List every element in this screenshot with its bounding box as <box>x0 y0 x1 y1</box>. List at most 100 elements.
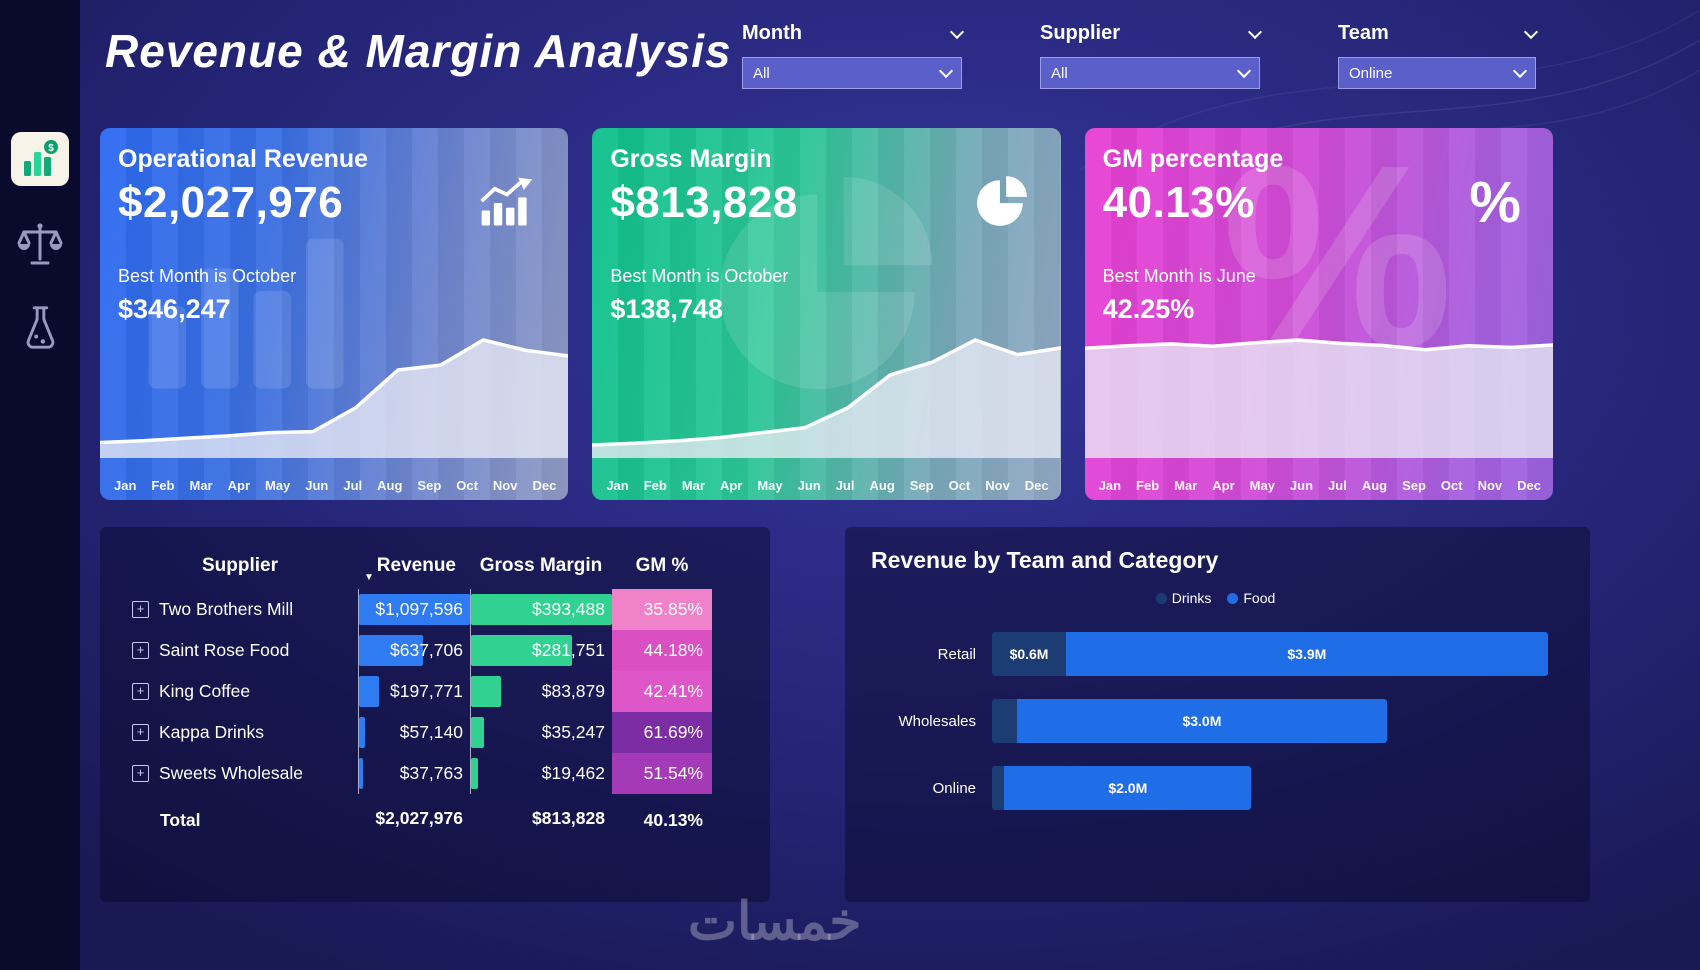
table-row[interactable]: + Saint Rose Food $637,706 $281,751 44.18% <box>122 630 746 671</box>
revenue-value: $37,763 <box>399 763 463 783</box>
month-dropdown[interactable]: All <box>742 57 962 89</box>
table-row[interactable]: + Sweets Wholesale $37,763 $19,462 51.54% <box>122 753 746 794</box>
chevron-down-icon <box>938 63 954 79</box>
supplier-dropdown[interactable]: All <box>1040 57 1260 89</box>
bar-segment-food[interactable]: $3.0M <box>1016 699 1388 743</box>
percent-icon: % <box>1469 170 1521 235</box>
supplier-cell: + Two Brothers Mill <box>122 599 358 620</box>
legend-item-food[interactable]: Food <box>1227 590 1275 606</box>
supplier-cell: + Saint Rose Food <box>122 640 358 661</box>
gm-percent-chip: 35.85% <box>612 589 712 630</box>
legend-dot <box>1155 592 1167 604</box>
card-title: Operational Revenue <box>118 145 369 173</box>
supplier-name: Saint Rose Food <box>159 640 290 660</box>
legend-label: Drinks <box>1171 590 1212 606</box>
expand-icon[interactable]: + <box>132 601 149 618</box>
month-label: Oct <box>1440 478 1463 493</box>
month-label: Apr <box>227 478 250 493</box>
team-bar-row: Online $2.0M <box>871 766 1560 810</box>
header-revenue[interactable]: Revenue ▼ <box>364 555 456 583</box>
bar-segment-drinks[interactable] <box>992 766 1005 810</box>
team-dropdown[interactable]: Online <box>1338 57 1536 89</box>
month-label: Mar <box>189 478 213 493</box>
dropdown-value: Online <box>1349 64 1393 82</box>
header-supplier[interactable]: Supplier <box>201 555 278 576</box>
supplier-name: King Coffee <box>159 681 251 701</box>
bar-segment-food[interactable]: $2.0M <box>1004 766 1252 810</box>
filter-supplier: Supplier All <box>1040 22 1263 89</box>
total-gm-pct: 40.13% <box>643 809 703 830</box>
team-bar-row: Wholesales $3.0M <box>871 699 1560 743</box>
table-row[interactable]: + Kappa Drinks $57,140 $35,247 61.69% <box>122 712 746 753</box>
month-label: Feb <box>643 478 667 493</box>
gross-margin-value: $35,247 <box>541 722 605 742</box>
revenue-data-bar <box>359 676 379 707</box>
supplier-name: Kappa Drinks <box>159 722 265 742</box>
month-axis: Jan Feb Mar Apr May Jun Jul Aug Sep Oct Nov Dec <box>114 478 556 493</box>
scales-icon <box>17 223 63 265</box>
month-label: Aug <box>377 478 403 493</box>
best-month-label: Best Month is June <box>1102 266 1256 286</box>
revenue-cell: $1,097,596 <box>358 589 470 630</box>
gross-margin-value: $281,751 <box>532 640 605 660</box>
expand-icon[interactable]: + <box>132 765 149 782</box>
supplier-cell: + King Coffee <box>122 681 358 702</box>
sidebar-item-lab[interactable] <box>11 300 69 354</box>
best-month-label: Best Month is October <box>118 266 297 286</box>
chevron-down-icon[interactable] <box>949 24 965 39</box>
bar-segment-drinks[interactable]: $0.6M <box>992 632 1067 676</box>
gm-percent-cell: 61.69% <box>612 712 712 753</box>
month-label: Dec <box>532 478 557 493</box>
pie-chart-ghost-icon <box>719 176 932 390</box>
card-title: GM percentage <box>1102 145 1284 173</box>
sidebar-item-revenue-analysis[interactable]: $ <box>11 132 69 186</box>
month-label: Jan <box>114 478 137 493</box>
sidebar: $ <box>0 0 80 970</box>
best-month-value: $346,247 <box>118 294 231 324</box>
kpi-cards-row: Operational Revenue $2,027,976 Best Mont… <box>100 128 1553 500</box>
gross-margin-cell: $35,247 <box>470 712 612 753</box>
category-label: Online <box>932 779 976 797</box>
sidebar-item-compare[interactable] <box>11 216 69 270</box>
month-label: Jun <box>305 478 329 493</box>
gm-percent-cell: 42.41% <box>612 671 712 712</box>
gross-margin-cell: $393,488 <box>470 589 612 630</box>
table-row[interactable]: + Two Brothers Mill $1,097,596 $393,488 35.8… <box>122 589 746 630</box>
month-label: Nov <box>985 478 1010 493</box>
card-value: $2,027,976 <box>118 178 344 227</box>
team-category-chart: Revenue by Team and Category Drinks Food… <box>845 527 1590 902</box>
header-gm-pct[interactable]: GM % <box>635 555 689 576</box>
table-row[interactable]: + King Coffee $197,771 $83,879 42.41% <box>122 671 746 712</box>
month-label: Jun <box>797 478 821 493</box>
supplier-cell: + Sweets Wholesale <box>122 763 358 784</box>
month-label: May <box>757 478 783 493</box>
stacked-bars: Retail $0.6M $3.9M Wholesales $3.0M Online $2.… <box>871 632 1560 810</box>
month-label: Sep <box>909 478 934 493</box>
revenue-data-bar <box>359 635 424 666</box>
chevron-down-icon[interactable] <box>1247 24 1263 39</box>
supplier-table: Supplier Revenue ▼ Gross Margin GM % + Tw… <box>100 527 770 902</box>
month-label: Dec <box>1517 478 1541 493</box>
gm-percent-chip: 44.18% <box>612 630 712 671</box>
team-bar-row: Retail $0.6M $3.9M <box>871 632 1560 676</box>
legend-label: Food <box>1243 590 1276 606</box>
header-gross-margin[interactable]: Gross Margin <box>479 555 603 576</box>
dropdown-value: All <box>1051 64 1068 82</box>
month-label: Oct <box>948 478 971 493</box>
month-label: Jan <box>606 478 629 493</box>
gross-margin-data-bar <box>471 594 612 625</box>
chevron-down-icon[interactable] <box>1523 24 1539 39</box>
gross-margin-cell: $83,879 <box>470 671 612 712</box>
month-axis: Jan Feb Mar Apr May Jun Jul Aug Sep Oct Nov Dec <box>606 478 1048 493</box>
expand-icon[interactable]: + <box>132 642 149 659</box>
bar-segment-drinks[interactable] <box>992 699 1017 743</box>
bar-segment-food[interactable]: $3.9M <box>1066 632 1548 676</box>
expand-icon[interactable]: + <box>132 683 149 700</box>
month-label: Jul <box>1328 478 1347 493</box>
legend-item-drinks[interactable]: Drinks <box>1155 590 1212 606</box>
card-title: Gross Margin <box>610 145 772 173</box>
expand-icon[interactable]: + <box>132 724 149 741</box>
month-axis: Jan Feb Mar Apr May Jun Jul Aug Sep Oct Nov Dec <box>1099 478 1541 493</box>
chevron-down-icon <box>1512 63 1528 79</box>
bar-chart-dollar-icon: $ <box>24 140 58 176</box>
